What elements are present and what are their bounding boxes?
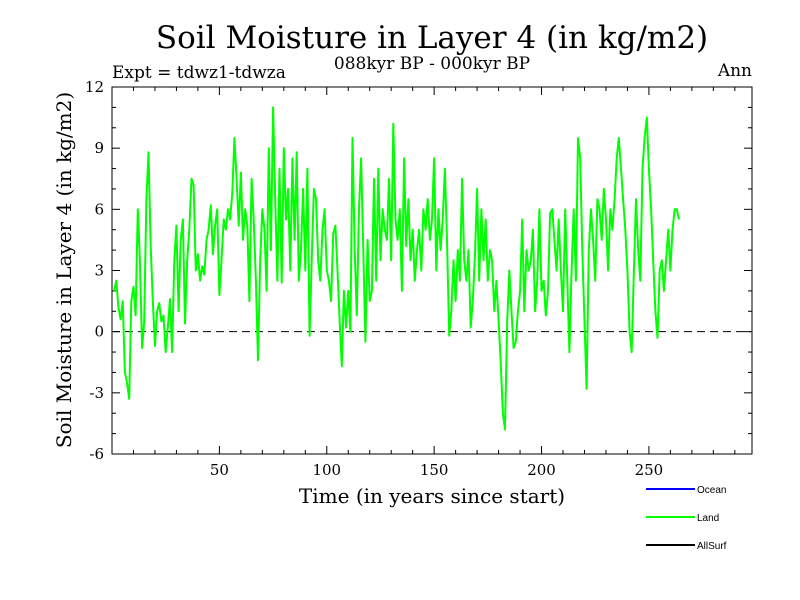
legend-allsurf-label: AllSurf <box>697 541 727 552</box>
y-tick-label: 3 <box>94 262 104 280</box>
y-tick-label: 9 <box>94 139 104 157</box>
y-tick-label: -3 <box>89 384 104 402</box>
x-tick-label: 250 <box>635 461 664 479</box>
x-axis-ticks: 50 100 150 200 250 <box>132 87 736 479</box>
y-tick-label: 6 <box>94 200 104 218</box>
y-axis-label: Soil Moisture in Layer 4 (in kg/m2) <box>52 92 76 448</box>
y-tick-label: 12 <box>85 78 104 96</box>
land-series-line <box>113 106 680 431</box>
x-axis-label: Time (in years since start) <box>299 484 565 508</box>
y-tick-label: 0 <box>94 323 104 341</box>
experiment-label: Expt = tdwz1-tdwza <box>112 63 286 83</box>
legend-ocean-label: Ocean <box>697 485 726 496</box>
x-tick-label: 100 <box>312 461 341 479</box>
y-tick-label: -6 <box>89 445 104 463</box>
x-tick-label: 50 <box>210 461 229 479</box>
x-tick-label: 200 <box>527 461 556 479</box>
chart-subtitle: 088kyr BP - 000kyr BP <box>334 54 530 74</box>
season-label: Ann <box>717 61 752 81</box>
chart-title: Soil Moisture in Layer 4 (in kg/m2) <box>156 20 708 56</box>
y-axis-ticks: -6 -3 0 3 6 9 12 <box>85 78 752 463</box>
legend-land-label: Land <box>697 513 719 524</box>
legend: Ocean Land AllSurf <box>646 485 727 552</box>
plot-frame <box>111 86 753 455</box>
x-tick-label: 150 <box>420 461 449 479</box>
